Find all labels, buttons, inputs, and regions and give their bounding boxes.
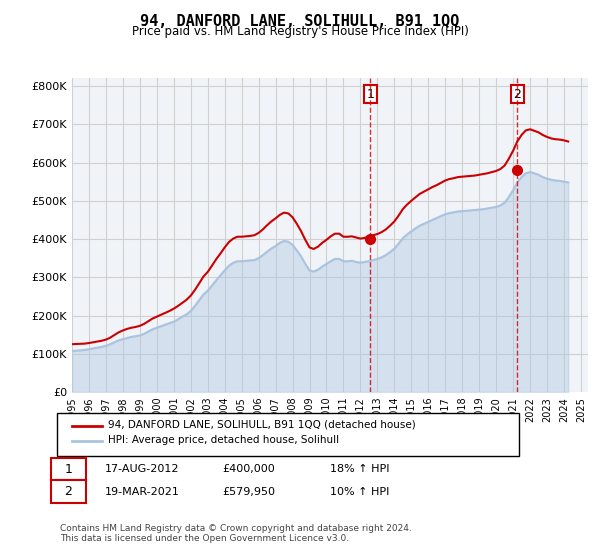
Text: Contains HM Land Registry data © Crown copyright and database right 2024.
This d: Contains HM Land Registry data © Crown c… xyxy=(60,524,412,543)
Text: 94, DANFORD LANE, SOLIHULL, B91 1QQ (detached house): 94, DANFORD LANE, SOLIHULL, B91 1QQ (det… xyxy=(108,419,416,430)
Text: 94, DANFORD LANE, SOLIHULL, B91 1QQ: 94, DANFORD LANE, SOLIHULL, B91 1QQ xyxy=(140,14,460,29)
Text: 1: 1 xyxy=(64,463,73,476)
Text: £579,950: £579,950 xyxy=(222,487,275,497)
Text: 1: 1 xyxy=(367,88,374,101)
Text: Price paid vs. HM Land Registry's House Price Index (HPI): Price paid vs. HM Land Registry's House … xyxy=(131,25,469,38)
Text: £400,000: £400,000 xyxy=(222,464,275,474)
Text: 18% ↑ HPI: 18% ↑ HPI xyxy=(330,464,389,474)
Text: 17-AUG-2012: 17-AUG-2012 xyxy=(105,464,179,474)
Text: HPI: Average price, detached house, Solihull: HPI: Average price, detached house, Soli… xyxy=(108,435,339,445)
Text: 2: 2 xyxy=(514,88,521,101)
Text: 19-MAR-2021: 19-MAR-2021 xyxy=(105,487,180,497)
Text: 10% ↑ HPI: 10% ↑ HPI xyxy=(330,487,389,497)
Text: 2: 2 xyxy=(64,485,73,498)
